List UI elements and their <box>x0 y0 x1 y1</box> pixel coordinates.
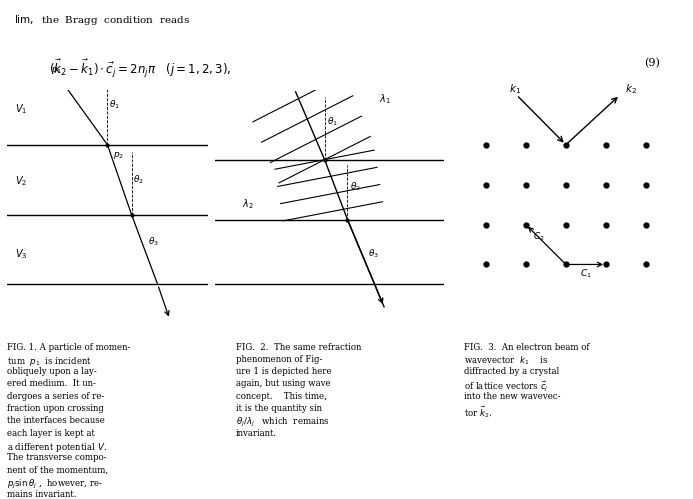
Text: each layer is kept at: each layer is kept at <box>7 429 95 438</box>
Text: concept.    This time,: concept. This time, <box>236 392 326 401</box>
Text: $p_j \sin\theta_j$ ,  however, re-: $p_j \sin\theta_j$ , however, re- <box>7 478 103 491</box>
Text: FIG.  2.  The same refraction: FIG. 2. The same refraction <box>236 342 361 351</box>
Text: $C_1$: $C_1$ <box>580 268 592 280</box>
Text: $V_2$: $V_2$ <box>15 175 27 189</box>
Text: dergoes a series of re-: dergoes a series of re- <box>7 392 105 401</box>
Text: $\lim,\;$ the  Bragg  condition  reads: $\lim,\;$ the Bragg condition reads <box>14 13 190 27</box>
Text: fraction upon crossing: fraction upon crossing <box>7 404 104 413</box>
Text: $\theta_1$: $\theta_1$ <box>327 116 338 128</box>
Text: phenomenon of Fig-: phenomenon of Fig- <box>236 355 322 364</box>
Text: a different potential $V$.: a different potential $V$. <box>7 441 107 454</box>
Text: (9): (9) <box>644 58 660 69</box>
Text: mains invariant.: mains invariant. <box>7 490 76 499</box>
Text: $k_2$: $k_2$ <box>625 82 637 96</box>
Text: it is the quantity sin: it is the quantity sin <box>236 404 322 413</box>
Text: $C_2$: $C_2$ <box>533 231 545 243</box>
Text: $\theta_3$: $\theta_3$ <box>148 236 159 248</box>
Text: FIG. 1. A particle of momen-: FIG. 1. A particle of momen- <box>7 342 130 351</box>
Text: $p_2$: $p_2$ <box>114 150 125 161</box>
Text: $k_1$: $k_1$ <box>509 82 521 96</box>
Text: invariant.: invariant. <box>236 429 277 438</box>
Text: wavevector  $k_1$    is: wavevector $k_1$ is <box>464 355 549 367</box>
Text: again, but using wave: again, but using wave <box>236 379 331 388</box>
Text: obliquely upon a lay-: obliquely upon a lay- <box>7 367 97 376</box>
Text: $\theta_2$: $\theta_2$ <box>350 181 360 193</box>
Text: into the new wavevec-: into the new wavevec- <box>464 392 561 401</box>
Text: $\lambda_2$: $\lambda_2$ <box>243 197 254 211</box>
Text: diffracted by a crystal: diffracted by a crystal <box>464 367 559 376</box>
Text: $(\vec{k}_2 - \vec{k}_1)\cdot\vec{c}_j = 2n_j\pi \quad (j=1,2,3),$: $(\vec{k}_2 - \vec{k}_1)\cdot\vec{c}_j =… <box>49 58 231 80</box>
Text: ered medium.  It un-: ered medium. It un- <box>7 379 96 388</box>
Text: The transverse compo-: The transverse compo- <box>7 453 107 462</box>
Text: of lattice vectors $\vec{c}_j$: of lattice vectors $\vec{c}_j$ <box>464 379 549 394</box>
Text: $\theta_3$: $\theta_3$ <box>368 248 379 260</box>
Text: $\theta_j / \lambda_j$   which  remains: $\theta_j / \lambda_j$ which remains <box>236 416 329 429</box>
Text: $V_1$: $V_1$ <box>15 102 27 116</box>
Text: nent of the momentum,: nent of the momentum, <box>7 466 108 475</box>
Text: tum  $p_1$  is incident: tum $p_1$ is incident <box>7 355 92 368</box>
Text: $\theta_1$: $\theta_1$ <box>109 98 120 111</box>
Text: $p_1$: $p_1$ <box>51 65 62 76</box>
Text: $\lambda_1$: $\lambda_1$ <box>380 92 392 106</box>
Text: FIG.  3.  An electron beam of: FIG. 3. An electron beam of <box>464 342 590 351</box>
Text: ure 1 is depicted here: ure 1 is depicted here <box>236 367 331 376</box>
Text: the interfaces because: the interfaces because <box>7 416 105 425</box>
Text: $V_3$: $V_3$ <box>15 247 28 261</box>
Text: $\theta_2$: $\theta_2$ <box>133 173 144 186</box>
Text: tor $\vec{k}_2$.: tor $\vec{k}_2$. <box>464 404 493 420</box>
